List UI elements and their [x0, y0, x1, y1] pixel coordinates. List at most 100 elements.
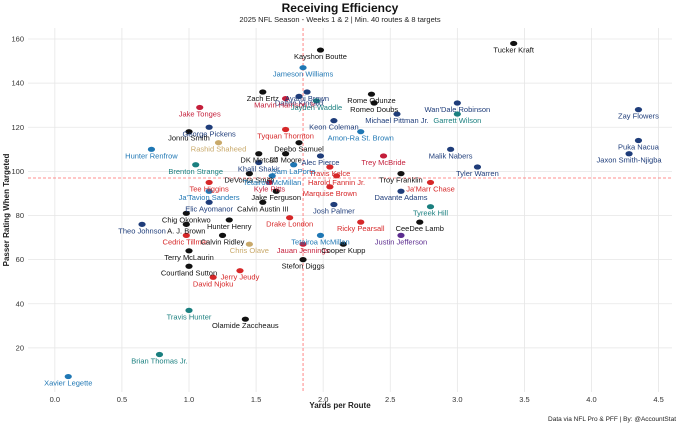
- team-logo-marker: [205, 179, 213, 186]
- team-logo-marker: [473, 164, 482, 170]
- x-tick-label: 1.5: [251, 395, 261, 404]
- player-label: Davante Adams: [375, 193, 428, 202]
- team-logo-marker: [447, 146, 455, 152]
- x-tick-label: 2.5: [385, 395, 395, 404]
- y-tick-label: 60: [16, 255, 24, 264]
- team-logo-marker: [634, 107, 643, 113]
- player-label: Dalton Kincaid: [275, 98, 323, 107]
- team-logo-marker: [255, 159, 263, 166]
- player-label: Zay Flowers: [618, 112, 659, 121]
- team-logo-marker: [510, 40, 518, 47]
- player-label: Theo Johnson: [118, 226, 166, 235]
- team-logo-marker: [326, 164, 334, 170]
- player-label: Jayden Waddle: [291, 103, 342, 112]
- team-logo-marker: [272, 188, 280, 194]
- player-label: Calvin Ridley: [201, 237, 245, 246]
- team-logo-marker: [299, 241, 307, 247]
- player-label: Keon Coleman: [309, 123, 359, 132]
- team-logo-marker: [326, 184, 334, 190]
- player-label: Malik Nabers: [429, 151, 473, 160]
- player-label: Jameson Williams: [273, 70, 334, 79]
- player-label: Trey McBride: [361, 158, 405, 167]
- chart-caption: Data via NFL Pro & PFF | By: @AccountSta…: [548, 416, 676, 423]
- team-logo-marker: [282, 151, 290, 157]
- x-tick-label: 4.0: [586, 395, 596, 404]
- team-logo-marker: [185, 307, 193, 313]
- player-label: Tyquan Thornton: [257, 131, 314, 140]
- team-logo-marker: [138, 221, 146, 227]
- team-logo-marker: [379, 153, 388, 159]
- player-label: Travis Hunter: [167, 312, 212, 321]
- player-label: Wan'Dale Robinson: [424, 105, 490, 114]
- team-logo-marker: [453, 111, 461, 117]
- team-logo-marker: [393, 111, 401, 117]
- player-labels: Tucker Kraft Kayshon Boutte Jameson Willia…: [44, 45, 662, 387]
- team-logo-marker: [316, 232, 325, 238]
- player-label: Justin Jefferson: [375, 237, 427, 246]
- x-tick-label: 0.0: [50, 395, 60, 404]
- x-tick-label: 2.0: [318, 395, 328, 404]
- team-logo-marker: [303, 89, 311, 95]
- player-label: Ayami Brown: [285, 94, 329, 103]
- player-label: Puka Nacua: [618, 143, 660, 152]
- team-logo-marker: [214, 140, 223, 146]
- player-label: Deebo Samuel: [274, 145, 324, 154]
- player-label: David Njoku: [193, 279, 233, 288]
- player-label: Tee Higgins: [190, 184, 229, 193]
- team-logo-marker: [339, 241, 347, 247]
- player-label: Jerry Jeudy: [221, 273, 260, 282]
- player-label: Hunter Renfrow: [125, 151, 178, 160]
- team-logo-marker: [182, 221, 190, 227]
- team-logo-marker: [316, 153, 325, 159]
- player-label: Rome Odunze: [347, 96, 395, 105]
- team-logo-marker: [286, 215, 294, 221]
- team-logo-marker: [225, 217, 233, 223]
- team-logo-marker: [290, 162, 298, 168]
- player-label: Zach Ertz: [247, 94, 279, 103]
- player-label: Harold Fannin Jr.: [308, 178, 365, 187]
- y-tick-label: 100: [11, 167, 24, 176]
- player-label: Chig Okonkwo: [162, 215, 211, 224]
- team-logo-marker: [265, 179, 274, 186]
- player-label: Ricky Pearsall: [337, 224, 385, 233]
- x-tick-label: 3.5: [519, 395, 529, 404]
- team-logo-marker: [209, 274, 217, 280]
- team-logo-marker: [64, 373, 72, 380]
- player-label: Sam LaPorta: [272, 167, 317, 176]
- player-label: Kyle Pitts: [254, 184, 286, 193]
- player-label: Stefon Diggs: [282, 262, 325, 271]
- player-label: Olamide Zaccheaus: [212, 321, 279, 330]
- player-label: Josh Palmer: [313, 206, 355, 215]
- player-label: Brenton Strange: [168, 167, 223, 176]
- player-label: Romeo Doubs: [350, 105, 398, 114]
- player-label: Tucker Kraft: [493, 45, 534, 54]
- team-logo-marker: [282, 95, 290, 102]
- team-logo-marker: [255, 151, 263, 157]
- x-tick-label: 1.0: [184, 395, 194, 404]
- team-logo-marker: [205, 124, 213, 130]
- team-logo-marker: [245, 171, 253, 177]
- player-points: [64, 40, 643, 380]
- player-label: Marquise Brown: [303, 189, 357, 198]
- team-logo-marker: [426, 179, 435, 186]
- team-logo-marker: [155, 351, 164, 358]
- player-label: DJ Moore: [269, 156, 302, 165]
- team-logo-marker: [299, 257, 307, 263]
- team-logo-marker: [370, 100, 378, 106]
- y-tick-label: 120: [11, 123, 24, 132]
- player-label: Khalil Shakir: [238, 165, 280, 174]
- team-logo-marker: [196, 104, 204, 111]
- team-logo-marker: [453, 100, 461, 106]
- average-reference-lines: [28, 28, 672, 392]
- player-label: Tyler Warren: [456, 169, 499, 178]
- team-logo-marker: [330, 118, 338, 124]
- team-logo-marker: [299, 65, 307, 71]
- team-logo-marker: [625, 151, 633, 157]
- x-tick-label: 4.5: [653, 395, 663, 404]
- team-logo-marker: [332, 173, 341, 179]
- team-logo-marker: [316, 47, 325, 53]
- team-logo-marker: [192, 162, 200, 168]
- player-label: DeVonta Smith: [224, 176, 274, 185]
- player-label: Drake London: [266, 220, 313, 229]
- player-label: Courtland Sutton: [161, 268, 217, 277]
